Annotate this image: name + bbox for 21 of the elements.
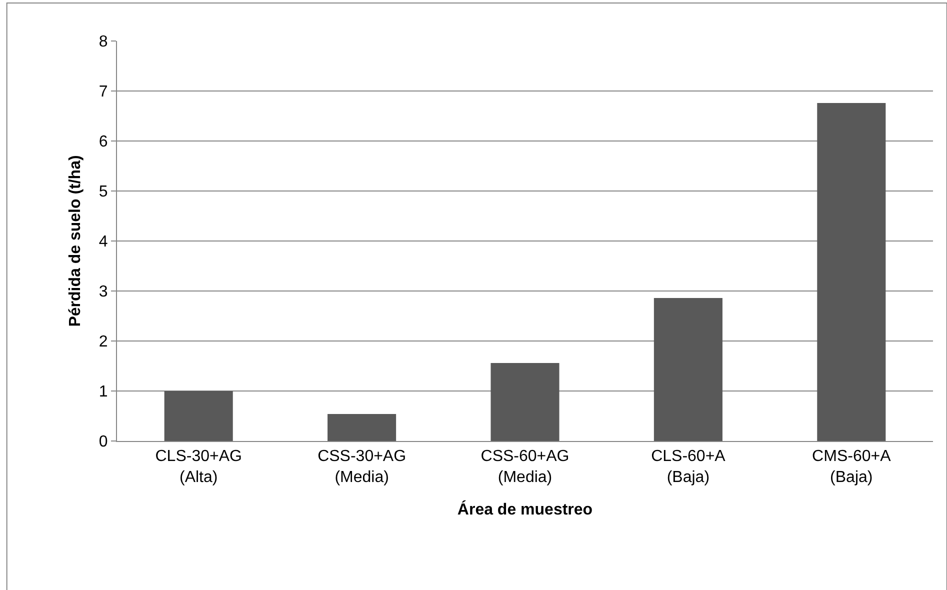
y-tick-label: 3 bbox=[98, 284, 108, 301]
x-tick-label: CLS-30+AG (Alta) bbox=[155, 448, 242, 486]
y-tick-label: 2 bbox=[98, 334, 108, 351]
x-tick-label: CLS-60+A (Baja) bbox=[651, 448, 726, 486]
x-tick-label: CMS-60+A (Baja) bbox=[812, 448, 892, 486]
bar bbox=[164, 391, 233, 441]
x-tick-label: CSS-30+AG (Media) bbox=[318, 448, 406, 486]
y-tick-label: 1 bbox=[98, 384, 108, 401]
x-tick-label: CSS-60+AG (Media) bbox=[480, 448, 570, 486]
y-axis-title: Pérdida de suelo (t/ha) bbox=[66, 155, 84, 327]
y-tick-label: 4 bbox=[98, 234, 108, 251]
y-tick-label: 7 bbox=[98, 84, 108, 101]
y-tick-label: 8 bbox=[98, 34, 108, 51]
bar bbox=[654, 298, 722, 441]
y-tick-label: 5 bbox=[98, 184, 108, 201]
x-axis-title: Área de muestreo bbox=[457, 500, 593, 519]
bar bbox=[817, 103, 886, 441]
y-tick-label: 6 bbox=[98, 134, 108, 151]
y-tick-label: 0 bbox=[98, 434, 108, 451]
bar bbox=[328, 414, 396, 441]
bar bbox=[490, 363, 560, 441]
